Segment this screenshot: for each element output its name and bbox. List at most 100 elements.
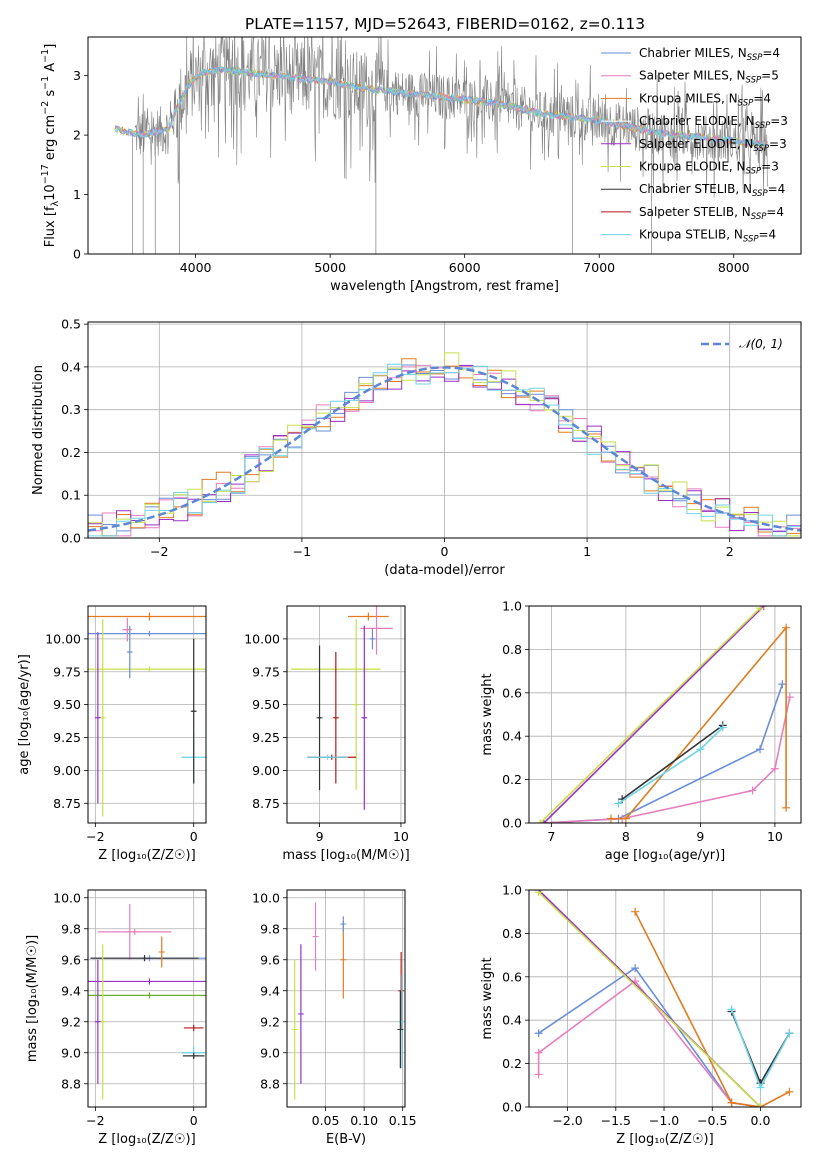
y-tick-label: 8.8 bbox=[61, 1076, 81, 1091]
legend-label: Kroupa ELODIE, NSSP=3 bbox=[639, 160, 779, 177]
legend-suffix: =4 bbox=[762, 46, 780, 60]
legend-subscript: SSP bbox=[755, 121, 771, 131]
x-tick-label: 4000 bbox=[180, 260, 212, 275]
y-tick-label: 0.5 bbox=[61, 317, 81, 332]
mass-weight-vs-age-panel: 7 8 9 10 0.0 0.2 0.4 0.6 0.8 1.0 age [log₁₀(age/yr… bbox=[480, 599, 802, 863]
y-label-part: s bbox=[43, 90, 58, 101]
legend-subscript: SSP bbox=[747, 53, 763, 63]
legend-suffix: =4 bbox=[768, 182, 786, 196]
y-axis-label: mass weight bbox=[480, 957, 495, 1039]
series-point bbox=[536, 819, 545, 823]
series-line bbox=[634, 911, 790, 1107]
y-tick-label: 9.00 bbox=[53, 763, 81, 778]
series-line bbox=[543, 696, 791, 823]
y-tick-label: 9.25 bbox=[53, 730, 81, 745]
y-tick-label: 0.0 bbox=[502, 816, 522, 831]
legend-subscript: SSP bbox=[746, 76, 762, 86]
x-tick-label: 6000 bbox=[449, 260, 481, 275]
y-tick-label: 9.4 bbox=[260, 983, 280, 998]
legend-text: Chabrier ELODIE, N bbox=[639, 114, 755, 128]
x-tick-label: 10 bbox=[767, 829, 783, 844]
histogram-group bbox=[88, 352, 801, 537]
y-tick-label: 0.6 bbox=[502, 685, 522, 700]
series-point bbox=[785, 693, 794, 702]
y-axis-label: Flux [fλ10−17 erg cm−2 s−1 A−1] bbox=[40, 44, 61, 248]
x-tick-label: 0 bbox=[190, 1113, 198, 1128]
axes-frame bbox=[286, 889, 406, 1108]
series-point bbox=[621, 814, 630, 823]
series-group bbox=[534, 890, 794, 1107]
legend-suffix: =4 bbox=[759, 228, 777, 242]
axes-frame bbox=[87, 36, 802, 255]
y-label-part: λ bbox=[50, 200, 61, 206]
model-spectrum-line bbox=[114, 66, 768, 148]
legend-text: Kroupa MILES, N bbox=[639, 91, 738, 105]
series-point bbox=[756, 606, 765, 613]
age-vs-metallicity-panel: −2 0 8.75 9.00 9.25 9.50 9.75 10.00 Z [log₁₀(Z/Z… bbox=[17, 605, 207, 863]
model-spectrum-line bbox=[114, 65, 768, 148]
y-tick-label: 9.8 bbox=[61, 921, 81, 936]
histogram-step-line bbox=[88, 352, 801, 537]
mass-weight-vs-metallicity-panel: −2.0 −1.5 −1.0 −0.5 0.0 0.0 0.2 0.4 0.6 0.8 1.0 Z [… bbox=[480, 883, 802, 1147]
y-tick-label: 9.4 bbox=[61, 983, 81, 998]
series-point bbox=[770, 764, 779, 773]
legend-text: Chabrier MILES, N bbox=[639, 46, 747, 60]
y-tick-label: 10.00 bbox=[244, 631, 280, 646]
legend-suffix: =3 bbox=[769, 137, 787, 151]
y-axis-label: age [log₁₀(age/yr)] bbox=[17, 654, 32, 775]
legend-suffix: =3 bbox=[770, 114, 788, 128]
x-axis-label: Z [log₁₀(Z/Z☉)] bbox=[98, 1132, 195, 1147]
y-tick-label: 1.0 bbox=[502, 883, 522, 898]
series-line bbox=[621, 724, 724, 800]
series-point bbox=[614, 799, 623, 808]
spectrum-panel: 4000 5000 6000 7000 8000 0 1 2 3 wavelength [Angs… bbox=[40, 36, 802, 294]
x-tick-label: −0.5 bbox=[697, 1113, 727, 1128]
legend-subscript: SSP bbox=[743, 235, 759, 245]
series-point bbox=[718, 723, 727, 732]
series-line bbox=[539, 607, 761, 823]
legend-text: Kroupa ELODIE, N bbox=[639, 160, 746, 174]
y-label-part: −1 bbox=[40, 76, 51, 90]
series-line bbox=[543, 606, 765, 823]
y-tick-label: 0 bbox=[73, 247, 81, 262]
x-tick-label: −1 bbox=[293, 544, 311, 559]
x-axis-label: E(B-V) bbox=[326, 1132, 366, 1147]
x-tick-label: 9 bbox=[696, 829, 704, 844]
series-point bbox=[785, 1087, 794, 1096]
series-point bbox=[756, 1083, 765, 1092]
histogram-step-line bbox=[88, 364, 801, 533]
legend-subscript: SSP bbox=[738, 98, 754, 108]
y-label-part: ] bbox=[43, 44, 58, 49]
axes-frame bbox=[528, 889, 802, 1108]
residuals-panel: −2 −1 0 1 2 0.0 0.1 0.2 0.3 0.4 0.5 (data-model)/er… bbox=[31, 317, 802, 578]
x-tick-label: −2 bbox=[150, 544, 168, 559]
y-tick-label: 9.0 bbox=[260, 1045, 280, 1060]
y-label-part: Flux [f bbox=[43, 206, 58, 247]
legend-label: Kroupa STELIB, NSSP=4 bbox=[639, 228, 776, 245]
series-line bbox=[538, 967, 761, 1107]
y-tick-label: 8.75 bbox=[252, 796, 280, 811]
legend-label: Kroupa MILES, NSSP=4 bbox=[639, 91, 771, 108]
x-tick-label: 0 bbox=[441, 544, 449, 559]
x-axis-label: wavelength [Angstrom, rest frame] bbox=[330, 279, 559, 294]
series-point bbox=[631, 964, 640, 973]
y-tick-label: 9.50 bbox=[53, 697, 81, 712]
legend-text: Salpeter STELIB, N bbox=[639, 205, 751, 219]
y-tick-label: 2 bbox=[73, 128, 81, 143]
y-tick-label: 9.0 bbox=[61, 1045, 81, 1060]
series-point bbox=[696, 745, 705, 754]
x-axis-label: Z [log₁₀(Z/Z☉)] bbox=[616, 1132, 713, 1147]
y-tick-label: 9.75 bbox=[53, 664, 81, 679]
y-tick-label: 0.4 bbox=[61, 359, 81, 374]
y-tick-label: 9.8 bbox=[260, 921, 280, 936]
y-label-part: A bbox=[43, 63, 58, 76]
mass-vs-metallicity-panel: −2 0 8.8 9.0 9.2 9.4 9.6 9.8 10.0 Z [log₁₀(Z/Z☉)]… bbox=[25, 889, 207, 1147]
series-group bbox=[536, 606, 794, 823]
series-point bbox=[534, 1048, 543, 1057]
y-tick-label: 9.00 bbox=[252, 763, 280, 778]
x-tick-label: −2 bbox=[86, 829, 104, 844]
series-point bbox=[727, 1005, 736, 1014]
x-tick-label: 7 bbox=[547, 829, 555, 844]
legend-label: 𝒩(0, 1) bbox=[739, 337, 783, 351]
normal-curve-line bbox=[88, 366, 801, 532]
